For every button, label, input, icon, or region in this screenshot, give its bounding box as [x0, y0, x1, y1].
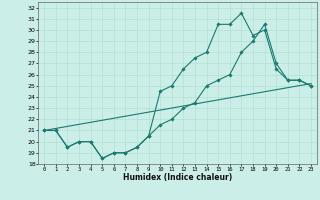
- X-axis label: Humidex (Indice chaleur): Humidex (Indice chaleur): [123, 173, 232, 182]
